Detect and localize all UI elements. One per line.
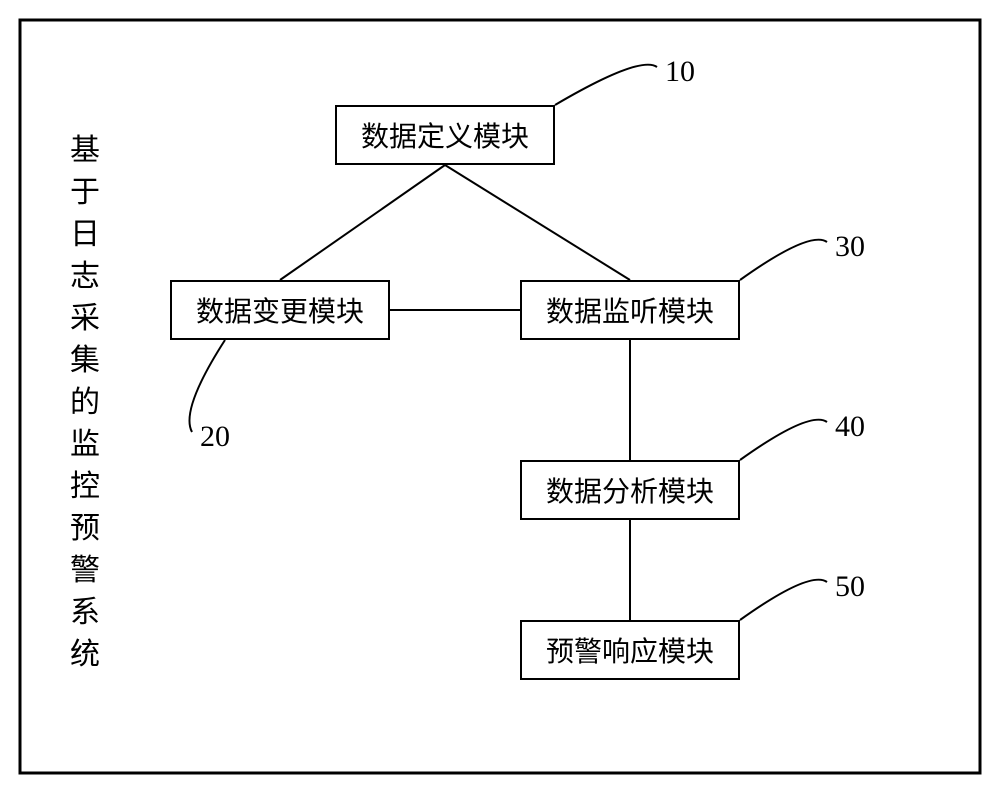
callout-text: 30: [835, 230, 865, 263]
callout-label-20: 20: [200, 420, 230, 454]
callout-text: 50: [835, 570, 865, 603]
callout-text: 40: [835, 410, 865, 443]
node-alert-response: 预警响应模块: [520, 620, 740, 680]
node-data-definition: 数据定义模块: [335, 105, 555, 165]
callout-label-10: 10: [665, 55, 695, 89]
node-label: 数据分析模块: [546, 470, 714, 510]
node-data-listen: 数据监听模块: [520, 280, 740, 340]
callout-text: 20: [200, 420, 230, 453]
node-data-analyze: 数据分析模块: [520, 460, 740, 520]
node-label: 数据监听模块: [546, 290, 714, 330]
diagram-title-vertical: 基于日志采集的监控预警系统: [70, 130, 100, 676]
callout-label-30: 30: [835, 230, 865, 264]
node-label: 数据定义模块: [361, 115, 529, 155]
callout-label-50: 50: [835, 570, 865, 604]
node-data-change: 数据变更模块: [170, 280, 390, 340]
diagram-container: 基于日志采集的监控预警系统 数据定义模块 数据变更模块 数据监听模块 数据分析模…: [0, 0, 1000, 793]
callout-label-40: 40: [835, 410, 865, 444]
callout-text: 10: [665, 55, 695, 88]
node-label: 预警响应模块: [546, 630, 714, 670]
node-label: 数据变更模块: [196, 290, 364, 330]
